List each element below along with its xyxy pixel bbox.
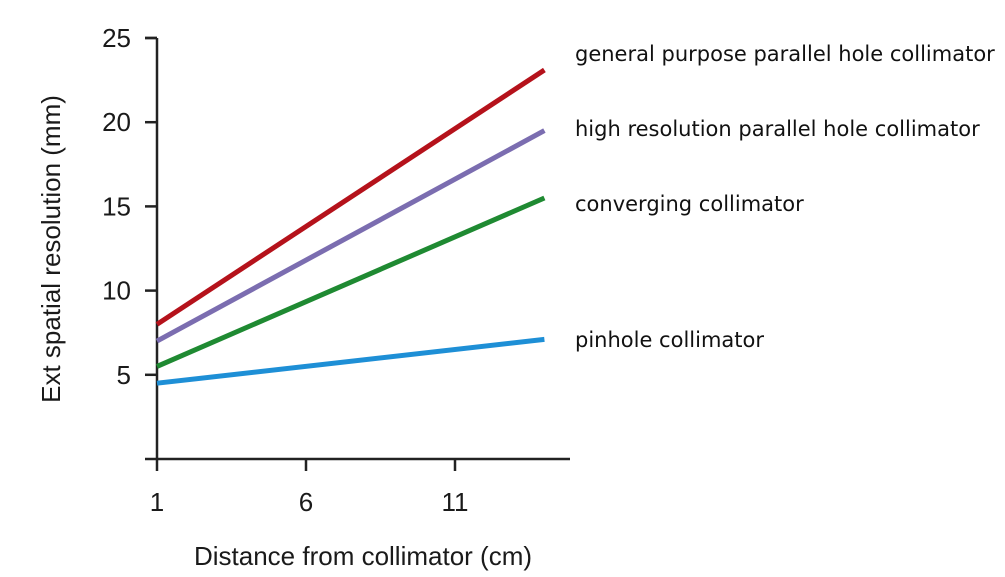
x-axis-label: Distance from collimator (cm): [194, 541, 532, 571]
series-line: [156, 336, 545, 386]
y-tick-label: 25: [102, 23, 131, 53]
x-tick-label: 11: [442, 487, 469, 517]
axes: 5 10 15 20 25 1 6 11: [102, 23, 570, 517]
legend-label: general purpose parallel hole collimator: [575, 42, 995, 66]
series-line: [156, 195, 546, 369]
x-tick-label: 1: [150, 487, 164, 517]
y-axis-label: Ext spatial resolution (mm): [36, 95, 66, 403]
series-line: [155, 67, 546, 327]
legend-label: high resolution parallel hole collimator: [575, 117, 980, 141]
x-tick-label: 6: [299, 487, 313, 517]
legend-label: converging collimator: [575, 192, 804, 216]
y-tick-label: 5: [117, 360, 131, 390]
y-tick-label: 15: [102, 191, 131, 221]
y-tick-label: 10: [102, 276, 131, 306]
series-line: [155, 128, 546, 344]
y-tick-label: 20: [102, 107, 131, 137]
series-lines: [155, 67, 546, 386]
legend: general purpose parallel hole collimator…: [575, 42, 995, 352]
legend-label: pinhole collimator: [575, 328, 764, 352]
